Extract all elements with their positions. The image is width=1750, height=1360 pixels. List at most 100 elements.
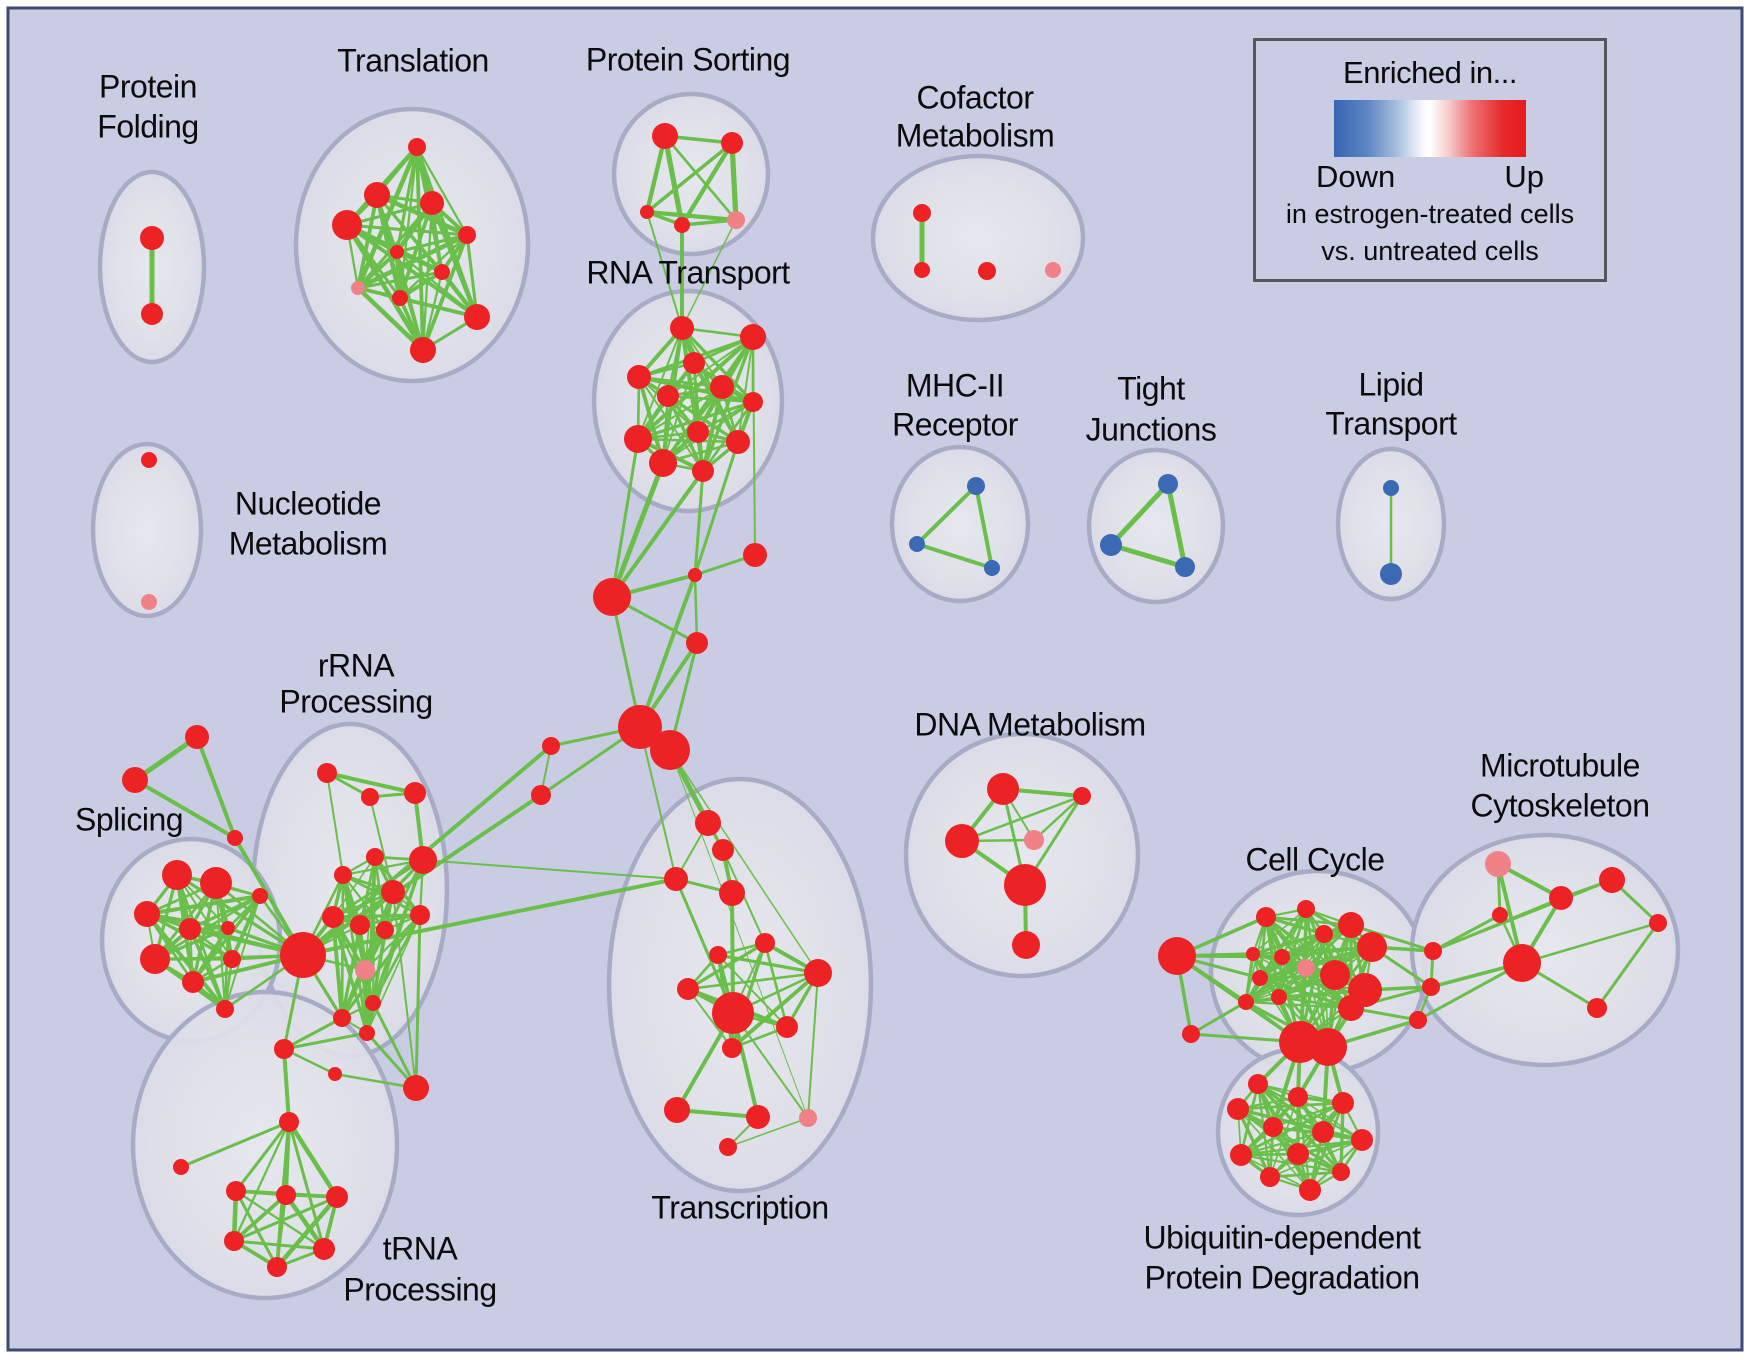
node-r14 — [333, 1009, 351, 1027]
node-r1 — [317, 763, 337, 783]
edge — [286, 1119, 340, 1200]
node-r5 — [334, 866, 352, 884]
edge — [369, 796, 394, 893]
node-j3 — [686, 632, 708, 654]
node-u6 — [1351, 1129, 1373, 1151]
edge — [326, 772, 344, 876]
edge — [345, 223, 469, 237]
node-cc3 — [1338, 912, 1364, 938]
node-hubB2 — [650, 730, 690, 770]
node-rt3 — [683, 352, 705, 374]
edge — [915, 484, 978, 546]
cluster-label-ubiquitin-degradation: Protein Degradation — [1144, 1259, 1419, 1295]
edge — [232, 1239, 326, 1251]
edge — [727, 1117, 809, 1148]
node-g6 — [267, 1257, 287, 1277]
node-hubC2 — [1309, 1028, 1347, 1066]
edge — [145, 894, 262, 916]
legend-axis-labels: Down Up — [1316, 159, 1544, 195]
cluster-ellipse-transcription — [606, 776, 874, 1194]
node-t6 — [390, 245, 404, 259]
node-cc_ll — [1182, 1025, 1200, 1043]
node-t10 — [464, 304, 490, 330]
node-mt_j2 — [1422, 978, 1440, 996]
node-t11 — [410, 337, 436, 363]
node-tj1 — [1158, 474, 1178, 494]
node-s6 — [252, 888, 268, 904]
edge — [915, 542, 994, 570]
node-cc5 — [1357, 932, 1387, 962]
node-tc — [279, 1112, 299, 1132]
node-tr4 — [719, 880, 745, 906]
node-rt10 — [726, 430, 750, 454]
edge — [1595, 921, 1660, 1010]
edge — [282, 1047, 291, 1124]
node-cc14 — [1338, 995, 1364, 1021]
node-sa2 — [122, 767, 148, 793]
edge — [224, 895, 261, 1010]
edge — [1237, 1108, 1311, 1191]
edge — [644, 209, 739, 223]
node-c2 — [531, 785, 551, 805]
edge — [429, 200, 480, 320]
legend-up-label: Up — [1504, 159, 1544, 194]
cluster-label-trna-processing: tRNA — [383, 1230, 459, 1266]
node-g5 — [313, 1238, 335, 1260]
node-ps1 — [652, 123, 678, 149]
node-cc2 — [1297, 900, 1315, 918]
node-d6 — [1012, 931, 1040, 959]
node-u7 — [1230, 1144, 1252, 1166]
cluster-label-microtubule-cytoskeleton: Cytoskeleton — [1471, 787, 1650, 823]
node-s5 — [221, 921, 235, 935]
node-r3 — [404, 782, 426, 804]
edge — [1268, 1170, 1343, 1179]
node-sa1 — [185, 725, 209, 749]
node-u8 — [1312, 1121, 1334, 1143]
node-cc_left — [1158, 937, 1196, 975]
edge — [421, 270, 444, 352]
legend-title: Enriched in... — [1343, 55, 1517, 90]
node-pf2 — [141, 303, 163, 325]
cluster-label-nucleotide-metabolism: Metabolism — [229, 525, 388, 561]
edge — [1252, 908, 1307, 955]
edge — [1239, 1130, 1325, 1157]
edge — [282, 1031, 369, 1051]
node-s7 — [140, 944, 170, 974]
edge — [415, 145, 469, 237]
edge — [145, 912, 227, 1011]
node-b3 — [403, 1075, 429, 1101]
node-r6 — [409, 846, 437, 874]
node-tj2 — [1100, 534, 1122, 556]
cluster-label-mhc-ii-receptor: Receptor — [892, 406, 1019, 442]
node-t7 — [434, 264, 450, 280]
node-u4 — [1263, 1117, 1283, 1137]
node-u3 — [1227, 1098, 1249, 1120]
edge — [274, 1194, 340, 1270]
node-r12 — [355, 960, 375, 980]
cluster-label-cell-cycle: Cell Cycle — [1245, 841, 1384, 877]
node-cf1 — [913, 204, 931, 222]
edge — [341, 891, 394, 1019]
node-j1 — [688, 568, 702, 582]
edge — [732, 1012, 809, 1119]
edge — [234, 1120, 291, 1193]
node-d5 — [1004, 864, 1046, 906]
node-g3 — [326, 1186, 348, 1208]
edge — [644, 133, 668, 215]
edge — [681, 219, 737, 329]
edge — [663, 134, 738, 222]
node-s1 — [162, 860, 192, 890]
edge — [356, 250, 399, 290]
edge — [737, 336, 754, 443]
node-u11 — [1299, 1179, 1321, 1201]
edge — [340, 923, 362, 1020]
cluster-ellipse-cofactor-metabolism — [870, 153, 1086, 323]
edge — [610, 595, 642, 729]
edge — [371, 913, 422, 1005]
edge — [332, 856, 376, 918]
node-r15 — [359, 1025, 375, 1041]
node-g4 — [224, 1231, 244, 1251]
node-mt2 — [1492, 907, 1508, 923]
